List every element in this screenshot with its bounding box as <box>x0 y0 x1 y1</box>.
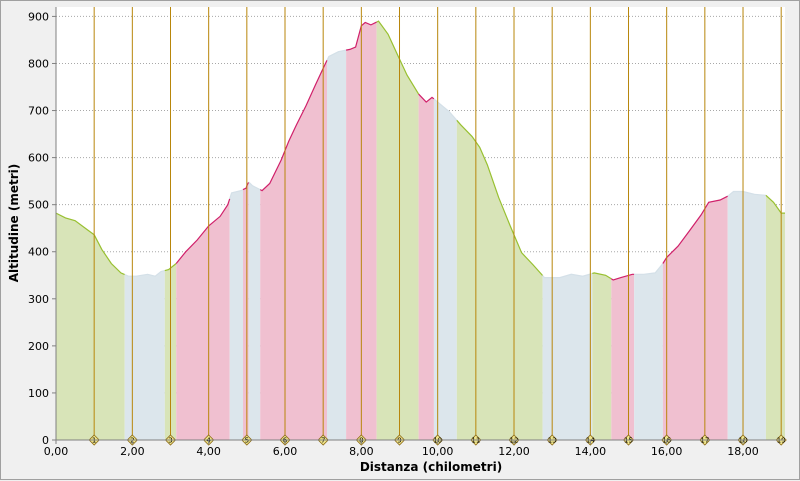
profile-segment-ascent <box>611 274 635 440</box>
x-tick-label: 4,00 <box>196 445 221 458</box>
profile-segment-descent <box>56 213 125 440</box>
profile-segment-flat <box>542 273 593 440</box>
profile-line-ascent <box>610 273 635 281</box>
profile-line-descent <box>592 272 612 280</box>
profile-line-flat <box>542 272 593 279</box>
profile-segment-ascent <box>662 196 728 440</box>
profile-segment-descent <box>765 195 785 440</box>
x-tick-label: 16,00 <box>651 445 683 458</box>
profile-line-flat <box>248 181 261 191</box>
profile-segment-descent <box>456 120 543 441</box>
profile-line-ascent <box>418 93 435 103</box>
profile-segment-descent <box>376 21 419 440</box>
profile-segment-flat <box>727 191 766 440</box>
profile-segment-flat <box>634 263 663 440</box>
x-tick-label: 2,00 <box>120 445 145 458</box>
profile-segment-descent <box>592 272 612 440</box>
y-axis-title: Altitudine (metri) <box>7 164 21 282</box>
profile-segment-ascent <box>243 182 249 440</box>
profile-segment-flat <box>433 98 457 441</box>
profile-line-ascent <box>259 60 328 192</box>
x-tick-label: 0,00 <box>44 445 69 458</box>
axes <box>52 7 785 444</box>
x-tick-label: 10,00 <box>422 445 454 458</box>
x-tick-label: 18,00 <box>727 445 759 458</box>
profile-segment-flat <box>229 189 243 440</box>
profile-segment-flat <box>327 50 347 440</box>
y-tick-label: 100 <box>28 387 49 400</box>
y-tick-label: 800 <box>28 57 49 70</box>
profile-line-flat <box>634 263 664 275</box>
x-tick-label: 12,00 <box>498 445 530 458</box>
profile-line-flat <box>229 189 244 199</box>
profile-line-flat <box>326 49 347 61</box>
y-tick-label: 300 <box>28 293 49 306</box>
x-tick-label: 6,00 <box>273 445 298 458</box>
profile-segment-flat <box>248 182 261 440</box>
y-tick-label: 500 <box>28 199 49 212</box>
profile-line-ascent <box>662 195 728 264</box>
y-tick-label: 700 <box>28 105 49 118</box>
x-tick-label: 8,00 <box>349 445 374 458</box>
profile-segment-ascent <box>176 198 230 440</box>
y-tick-label: 200 <box>28 340 49 353</box>
tick-labels: 0 100 200 300 400 500 600 700 800 900 0,00 2,00 4,00… <box>28 10 759 458</box>
profile-line-descent <box>765 194 785 214</box>
profile-line-descent <box>456 119 544 276</box>
profile-line-flat <box>124 270 165 277</box>
y-tick-label: 600 <box>28 152 49 165</box>
profile-segment-ascent <box>418 94 434 440</box>
y-tick-label: 0 <box>42 434 49 447</box>
profile-line-flat <box>433 98 458 121</box>
profile-segment-flat <box>124 270 165 440</box>
profile-segment-ascent <box>260 60 327 441</box>
profile-segments <box>56 21 785 441</box>
y-tick-label: 900 <box>28 10 49 23</box>
x-axis-title: Distanza (chilometri) <box>360 460 502 474</box>
x-tick-label: 14,00 <box>575 445 607 458</box>
y-tick-label: 400 <box>28 246 49 259</box>
profile-line-descent <box>164 263 177 272</box>
profile-line-descent <box>376 20 420 95</box>
